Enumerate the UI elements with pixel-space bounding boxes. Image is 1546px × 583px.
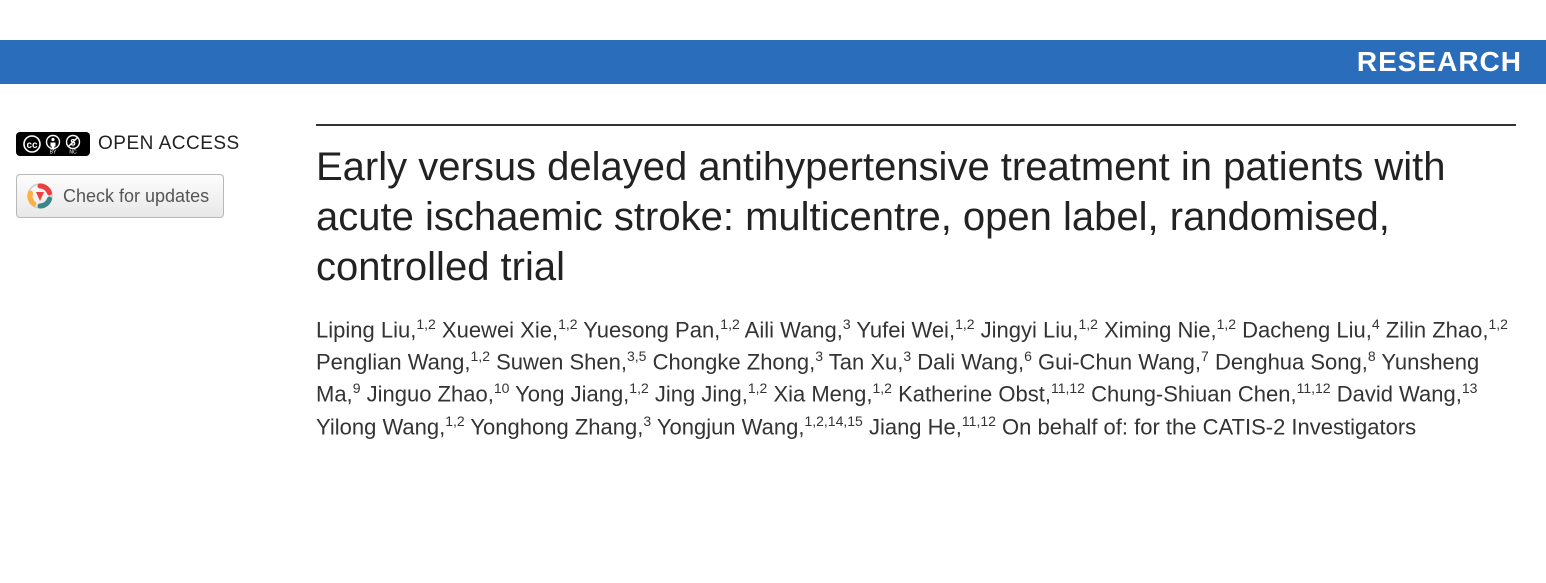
section-banner: RESEARCH (0, 40, 1546, 84)
content-row: cc BY $ NC OPEN ACCESS (0, 84, 1546, 443)
svg-text:NC: NC (69, 150, 77, 155)
open-access-badge: cc BY $ NC OPEN ACCESS (16, 132, 286, 156)
cc-license-icon: cc BY $ NC (16, 132, 90, 156)
svg-text:cc: cc (26, 140, 38, 151)
crossmark-icon (27, 183, 53, 209)
article-header: Early versus delayed antihypertensive tr… (316, 124, 1516, 443)
open-access-label: OPEN ACCESS (98, 133, 240, 155)
author-list: Liping Liu,1,2 Xuewei Xie,1,2 Yuesong Pa… (316, 314, 1516, 443)
svg-text:BY: BY (50, 150, 57, 155)
check-for-updates-label: Check for updates (63, 186, 209, 207)
check-for-updates-button[interactable]: Check for updates (16, 174, 224, 218)
article-title: Early versus delayed antihypertensive tr… (316, 142, 1516, 292)
sidebar: cc BY $ NC OPEN ACCESS (16, 124, 286, 443)
